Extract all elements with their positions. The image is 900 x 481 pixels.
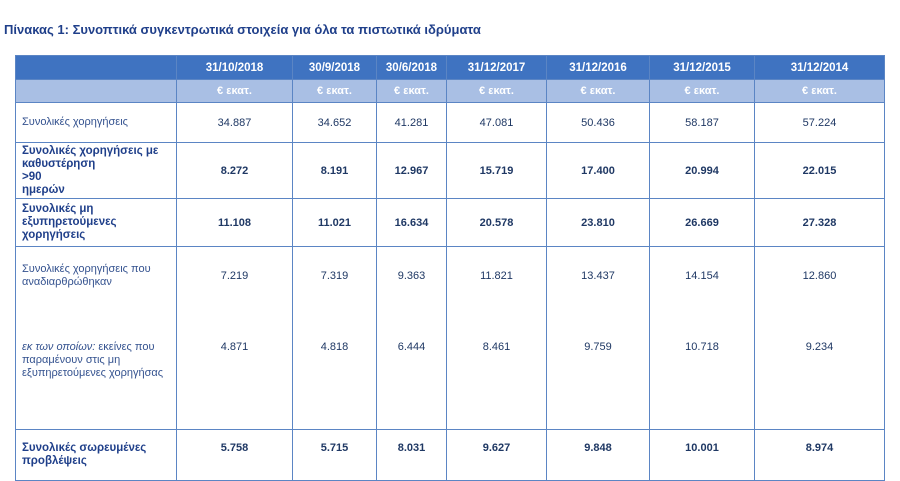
header-row-units: € εκατ. € εκατ. € εκατ. € εκατ. € εκατ. … <box>15 79 885 103</box>
table-cell: 11.108 <box>176 198 293 247</box>
table-row: Συνολικές μη εξυπηρετούμενες χορηγήσεις … <box>15 198 885 247</box>
table-cell: 57.224 <box>754 102 885 143</box>
table-row: εκ των οποίων: εκείνες που παραμένουν στ… <box>15 305 885 430</box>
table-cell: 23.810 <box>546 198 650 247</box>
header-corner <box>15 55 177 80</box>
table-cell: 8.191 <box>292 142 377 199</box>
table-cell: 20.578 <box>446 198 547 247</box>
row-label-part: εκείνες που παραμένουν στις μη εξυπηρετο… <box>22 341 164 379</box>
row-label-part: ημερών <box>22 183 65 196</box>
table-cell: 10.001 <box>649 429 755 481</box>
column-header: 31/12/2015 <box>649 55 755 80</box>
table-cell: 41.281 <box>376 102 447 143</box>
table-cell: 13.437 <box>546 246 650 305</box>
table-cell: 9.234 <box>754 305 885 430</box>
row-label: εκ των οποίων: εκείνες που παραμένουν στ… <box>15 305 177 430</box>
unit-label: € εκατ. <box>376 79 447 103</box>
row-label: Συνολικές χορηγήσεις που αναδιαρθρώθηκαν <box>15 246 177 305</box>
column-header: 31/12/2017 <box>446 55 547 80</box>
table-cell: 6.444 <box>376 305 447 430</box>
table-row: Συνολικές χορηγήσεις με καθυστέρηση>90 ημ… <box>15 142 885 199</box>
table-cell: 9.363 <box>376 246 447 305</box>
column-header: 30/6/2018 <box>376 55 447 80</box>
table-cell: 34.887 <box>176 102 293 143</box>
table-cell: 27.328 <box>754 198 885 247</box>
table-cell: 9.759 <box>546 305 650 430</box>
header-corner <box>15 79 177 103</box>
row-label-italic: εκ των οποίων: <box>22 341 96 353</box>
unit-label: € εκατ. <box>292 79 377 103</box>
table-cell: 22.015 <box>754 142 885 199</box>
table-cell: 12.860 <box>754 246 885 305</box>
table-cell: 15.719 <box>446 142 547 199</box>
table-row: Συνολικές χορηγήσεις 34.887 34.652 41.28… <box>15 102 885 143</box>
table-cell: 26.669 <box>649 198 755 247</box>
table-title: Πίνακας 1: Συνοπτικά συγκεντρωτικά στοιχ… <box>4 22 481 37</box>
column-header: 31/12/2014 <box>754 55 885 80</box>
column-header: 31/10/2018 <box>176 55 293 80</box>
table-cell: 4.871 <box>176 305 293 430</box>
row-label-part: >90 <box>22 170 42 183</box>
table-cell: 5.758 <box>176 429 293 481</box>
table-cell: 9.627 <box>446 429 547 481</box>
table-cell: 9.848 <box>546 429 650 481</box>
unit-label: € εκατ. <box>649 79 755 103</box>
row-label-part: Συνολικές χορηγήσεις με καθυστέρηση <box>22 144 159 170</box>
row-label: Συνολικές χορηγήσεις με καθυστέρηση>90 ημ… <box>15 142 177 199</box>
column-header: 30/9/2018 <box>292 55 377 80</box>
row-label: Συνολικές μη εξυπηρετούμενες χορηγήσεις <box>15 198 177 247</box>
unit-label: € εκατ. <box>176 79 293 103</box>
unit-label: € εκατ. <box>546 79 650 103</box>
table-cell: 14.154 <box>649 246 755 305</box>
table-cell: 11.021 <box>292 198 377 247</box>
header-row-dates: 31/10/2018 30/9/2018 30/6/2018 31/12/201… <box>15 55 885 80</box>
table-cell: 8.031 <box>376 429 447 481</box>
table-row: Συνολικές χορηγήσεις που αναδιαρθρώθηκαν… <box>15 246 885 305</box>
unit-label: € εκατ. <box>754 79 885 103</box>
table-cell: 58.187 <box>649 102 755 143</box>
column-header: 31/12/2016 <box>546 55 650 80</box>
table-cell: 20.994 <box>649 142 755 199</box>
table-cell: 4.818 <box>292 305 377 430</box>
table-cell: 7.219 <box>176 246 293 305</box>
row-label: Συνολικές χορηγήσεις <box>15 102 177 143</box>
table-row: Συνολικές σωρευμένες προβλέψεις 5.758 5.… <box>15 429 885 481</box>
table-cell: 11.821 <box>446 246 547 305</box>
unit-label: € εκατ. <box>446 79 547 103</box>
table-cell: 7.319 <box>292 246 377 305</box>
data-table: 31/10/2018 30/9/2018 30/6/2018 31/12/201… <box>15 55 885 481</box>
table-cell: 47.081 <box>446 102 547 143</box>
table-cell: 16.634 <box>376 198 447 247</box>
table-cell: 8.461 <box>446 305 547 430</box>
row-label: Συνολικές σωρευμένες προβλέψεις <box>15 429 177 481</box>
table-cell: 17.400 <box>546 142 650 199</box>
table-cell: 12.967 <box>376 142 447 199</box>
table-cell: 50.436 <box>546 102 650 143</box>
table-cell: 10.718 <box>649 305 755 430</box>
table-cell: 8.974 <box>754 429 885 481</box>
table-cell: 5.715 <box>292 429 377 481</box>
table-cell: 34.652 <box>292 102 377 143</box>
table-cell: 8.272 <box>176 142 293 199</box>
